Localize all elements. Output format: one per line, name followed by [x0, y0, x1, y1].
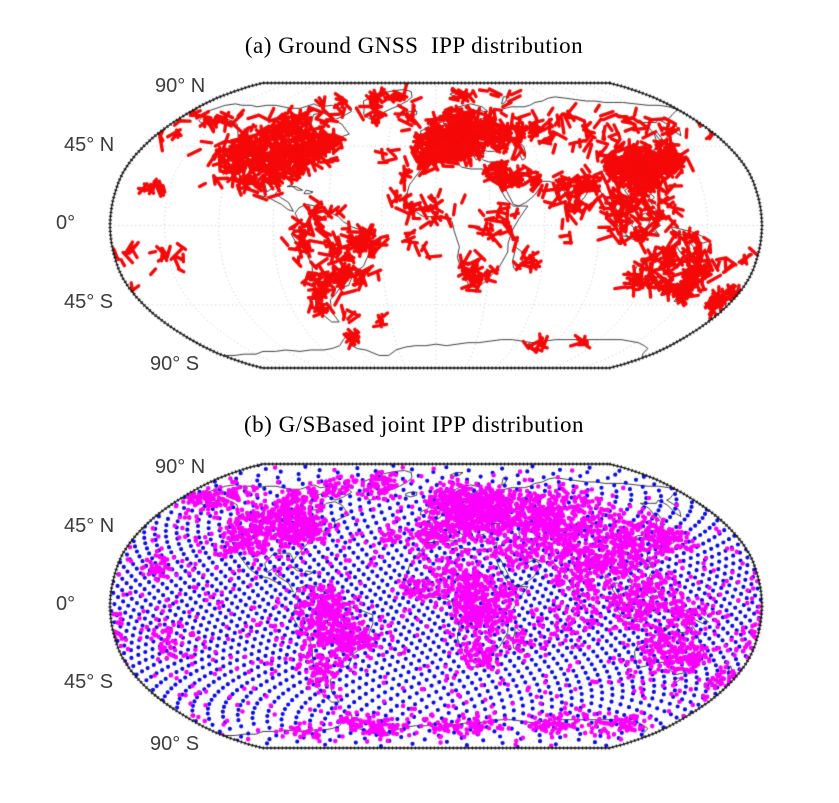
panel-a-title: (a) Ground GNSS IPP distribution: [244, 33, 584, 58]
lat-label-90s-panel-a: 90° S: [150, 353, 200, 375]
lat-label-90n-panel-b: 90° N: [155, 456, 206, 478]
lat-label-45n-panel-b: 45° N: [64, 515, 115, 537]
lat-label-45s-panel-a: 45° S: [64, 291, 114, 313]
panel-b-title: (b) G/SBased joint IPP distribution: [244, 412, 584, 437]
lat-label-90n-panel-a: 90° N: [155, 75, 206, 97]
lat-label-45s-panel-b: 45° S: [64, 671, 114, 693]
lat-label-90s-panel-b: 90° S: [150, 733, 200, 755]
lat-label-0-panel-a: 0°: [56, 212, 76, 234]
lat-label-45n-panel-a: 45° N: [64, 134, 115, 156]
lat-label-0-panel-b: 0°: [56, 593, 76, 615]
